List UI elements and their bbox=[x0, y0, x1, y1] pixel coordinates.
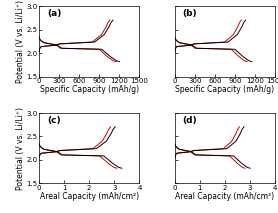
X-axis label: Areal Capacity (mAh/cm²): Areal Capacity (mAh/cm²) bbox=[40, 192, 139, 201]
Text: (b): (b) bbox=[183, 9, 197, 18]
Text: (a): (a) bbox=[47, 9, 61, 18]
Y-axis label: Potential (V vs. Li/Li⁺): Potential (V vs. Li/Li⁺) bbox=[16, 0, 25, 83]
Text: (c): (c) bbox=[47, 116, 61, 125]
Y-axis label: Potential (V vs. Li/Li⁺): Potential (V vs. Li/Li⁺) bbox=[16, 106, 25, 190]
X-axis label: Areal Capacity (mAh/cm²): Areal Capacity (mAh/cm²) bbox=[175, 192, 274, 201]
X-axis label: Specific Capacity (mAh/g): Specific Capacity (mAh/g) bbox=[175, 85, 274, 94]
X-axis label: Specific Capacity (mAh/g): Specific Capacity (mAh/g) bbox=[40, 85, 139, 94]
Text: (d): (d) bbox=[183, 116, 197, 125]
